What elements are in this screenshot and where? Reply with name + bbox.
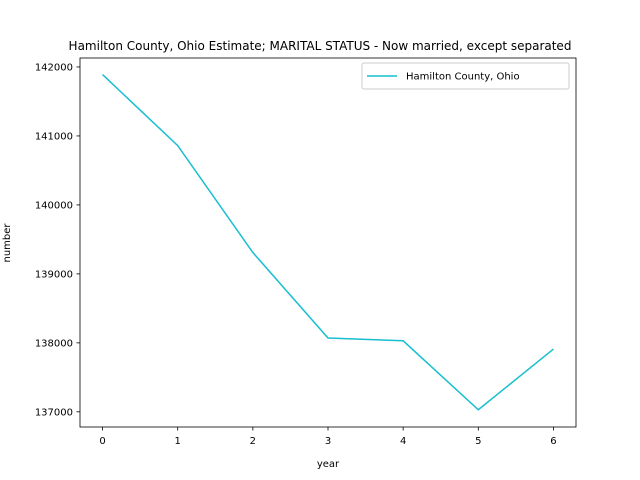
legend-label: Hamilton County, Ohio <box>406 72 520 83</box>
y-tick-label: 137000 <box>35 407 73 418</box>
x-tick-label: 1 <box>175 436 181 447</box>
plot-area: 0 1 2 3 4 5 6 137000 138000 139000 140000 141000 142… <box>35 57 577 447</box>
legend-box <box>361 62 570 90</box>
x-tick-label: 4 <box>400 436 406 447</box>
x-tick-label: 3 <box>325 436 331 447</box>
y-tick-label: 140000 <box>35 200 73 211</box>
x-tick-label: 2 <box>250 436 256 447</box>
x-tick-label: 5 <box>475 436 481 447</box>
series-line-0 <box>102 74 554 411</box>
x-tick-label: 6 <box>550 436 556 447</box>
y-tick-label: 139000 <box>35 269 73 280</box>
y-tick-label: 138000 <box>35 338 73 349</box>
x-axis-label: year <box>317 459 340 470</box>
chart-title: Hamilton County, Ohio Estimate; MARITAL … <box>69 39 572 53</box>
y-tick-label: 142000 <box>35 62 73 73</box>
plot-frame <box>79 57 577 428</box>
x-tick-label: 0 <box>99 436 105 447</box>
y-axis-label: number <box>2 223 13 263</box>
y-tick-label: 141000 <box>35 131 73 142</box>
